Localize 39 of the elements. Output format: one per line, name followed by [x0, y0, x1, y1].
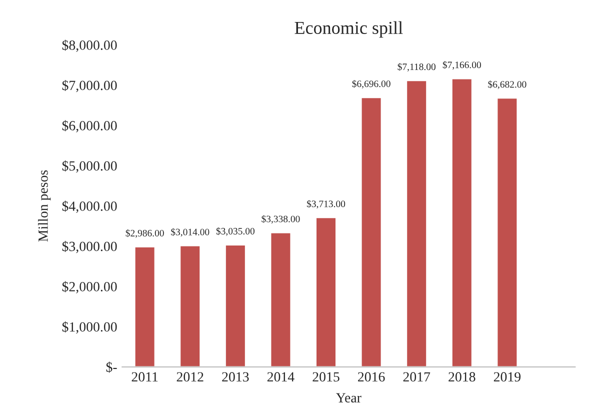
bar	[224, 244, 246, 367]
data-label: $3,713.00	[306, 200, 346, 209]
data-label: $3,014.00	[171, 228, 210, 237]
chart-title: Economic spill	[294, 21, 403, 38]
x-tick-label: 2012	[176, 372, 204, 382]
bar	[270, 232, 292, 367]
y-axis-title: Millon pesos	[38, 170, 51, 242]
x-tick-label: 2014	[267, 372, 294, 382]
x-axis-title: Year	[336, 393, 362, 402]
data-label: $6,696.00	[352, 80, 390, 88]
y-tick-label: $-	[106, 362, 117, 373]
x-tick-label: 2016	[358, 372, 385, 382]
bar	[406, 80, 428, 367]
x-tick-label: 2013	[222, 372, 249, 382]
x-tick-label: 2015	[312, 372, 340, 382]
y-tick-label: $8,000.00	[62, 40, 117, 52]
x-tick-label: 2019	[494, 372, 521, 382]
data-label: $7,118.00	[398, 62, 436, 72]
bar	[360, 96, 382, 367]
y-tick-label: $1,000.00	[62, 321, 117, 334]
data-label: $3,035.00	[216, 227, 254, 236]
x-tick-label: 2017	[403, 372, 430, 382]
y-tick-label: $3,000.00	[62, 240, 117, 254]
y-tick-label: $5,000.00	[62, 160, 117, 173]
data-label: $3,338.00	[262, 215, 300, 224]
data-label: $7,166.00	[442, 61, 481, 70]
y-tick-label: $6,000.00	[62, 120, 117, 132]
y-tick-label: $7,000.00	[62, 80, 117, 92]
data-label: $2,986.00	[126, 229, 164, 238]
bar	[496, 97, 518, 367]
y-tick-label: $4,000.00	[62, 200, 117, 213]
y-tick-label: $2,000.00	[62, 281, 117, 294]
x-tick-label: 2011	[132, 372, 158, 382]
bar	[134, 246, 156, 367]
data-label: $6,682.00	[488, 80, 526, 90]
x-tick-label: 2018	[448, 372, 476, 382]
bar	[179, 244, 202, 367]
bar	[451, 78, 473, 367]
bar	[315, 216, 337, 367]
